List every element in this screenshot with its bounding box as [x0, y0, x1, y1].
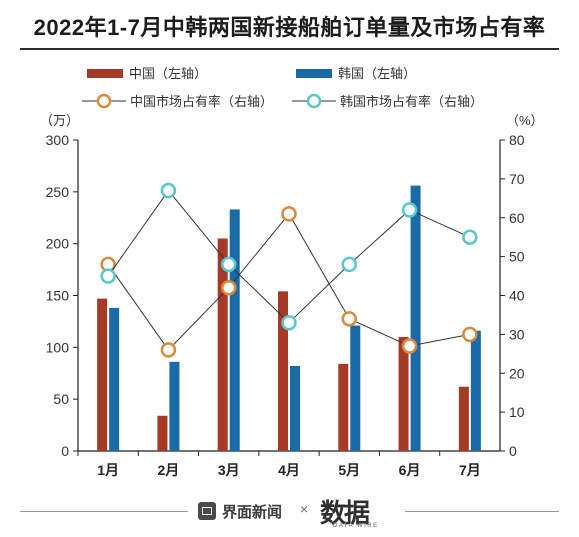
x-axis-category-label: 5月 [338, 462, 360, 478]
left-axis-tick-label: 100 [46, 339, 70, 355]
right-axis-tick-label: 60 [509, 210, 525, 226]
legend-swatch-korea-bar [296, 69, 332, 78]
bar-china [338, 363, 349, 451]
right-axis-tick-label: 20 [509, 365, 525, 381]
bar-china [157, 415, 168, 451]
point-korea-share [341, 256, 358, 273]
point-china-share [160, 342, 177, 358]
footer-divider-left [20, 511, 188, 512]
jiemian-logo-icon [198, 502, 216, 520]
bar-korea [109, 307, 120, 451]
point-korea-share [281, 314, 297, 331]
legend-label-korea-bar: 韩国（左轴） [338, 66, 416, 81]
right-axis-tick-label: 0 [509, 443, 517, 459]
legend-label-korea-share: 韩国市场占有率（右轴） [340, 94, 483, 109]
point-korea-share [220, 256, 237, 273]
point-korea-share [462, 229, 478, 245]
right-axis-unit: （%） [506, 113, 544, 128]
point-china-share [341, 311, 358, 327]
point-china-share [281, 206, 297, 222]
bar-korea [169, 361, 180, 451]
x-axis-category-label: 6月 [399, 462, 421, 478]
point-korea-share [160, 182, 177, 199]
footer: 界面新闻 × 数据 DATA WIRE [0, 492, 579, 532]
bar-china [97, 298, 108, 451]
point-korea-share [401, 202, 418, 218]
legend-label-china-bar: 中国（左轴） [129, 66, 207, 81]
left-axis-tick-label: 0 [61, 443, 69, 459]
left-axis-tick-label: 300 [46, 132, 70, 148]
bar-korea [410, 185, 421, 451]
x-axis-category-label: 3月 [218, 462, 240, 478]
right-axis-tick-label: 50 [509, 249, 525, 265]
x-axis-category-label: 4月 [278, 462, 300, 478]
chart-title: 2022年1-7月中韩两国新接船舶订单量及市场占有率 [33, 15, 546, 40]
bar-china [278, 291, 288, 451]
bar-korea [290, 365, 300, 451]
x-axis-category-label: 2月 [158, 462, 180, 478]
legend-swatch-china-bar [87, 69, 123, 78]
legend-marker-china-share [96, 93, 112, 109]
datawire-logo: 数据 [320, 499, 370, 529]
left-axis-tick-label: 50 [53, 391, 69, 407]
chart-area: 中国（左轴） 韩国（左轴） 中国市场占有率（右轴） 韩国市场占有率（右轴） （万） （%）… [40, 66, 544, 478]
right-axis-tick-label: 80 [509, 132, 525, 148]
legend-label-china-share: 中国市场占有率（右轴） [130, 94, 273, 109]
left-axis-tick-label: 150 [46, 288, 70, 304]
bar-china [458, 386, 469, 451]
bar-korea [229, 209, 240, 451]
title-underline [20, 48, 559, 50]
left-axis-unit: （万） [40, 113, 79, 128]
footer-brand: 界面新闻 [222, 504, 283, 521]
left-axis-tick-label: 200 [46, 236, 70, 252]
point-china-share [220, 279, 237, 296]
right-axis-tick-label: 70 [509, 171, 525, 187]
point-china-share [401, 338, 418, 354]
x-axis-category-label: 1月 [97, 462, 119, 478]
left-axis-tick-label: 250 [46, 184, 70, 200]
point-korea-share [100, 268, 116, 284]
bar-korea [350, 325, 361, 451]
right-axis-tick-label: 40 [509, 288, 525, 304]
legend-marker-korea-share [306, 93, 322, 109]
footer-separator: × [300, 501, 309, 517]
right-axis-tick-label: 10 [509, 404, 525, 420]
point-china-share [462, 326, 478, 343]
x-axis-category-label: 7月 [459, 462, 481, 478]
right-axis-tick-label: 30 [509, 326, 525, 342]
bar-china [398, 336, 409, 451]
datawire-logo-subtext: DATA WIRE [333, 523, 379, 529]
footer-divider-right [405, 511, 559, 512]
bar-korea [470, 330, 481, 451]
bar-china [217, 238, 228, 451]
